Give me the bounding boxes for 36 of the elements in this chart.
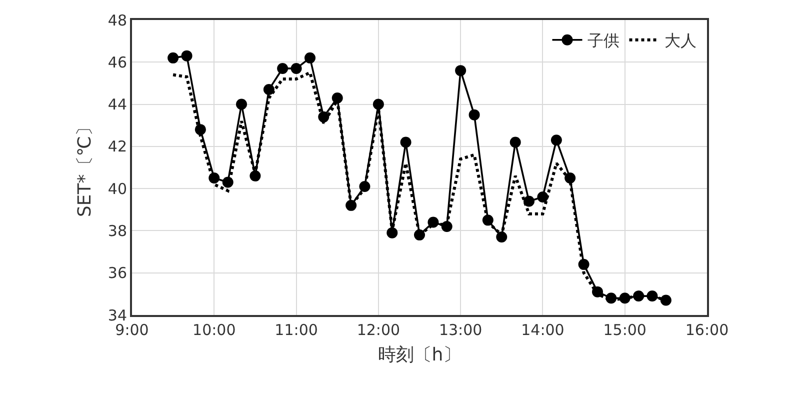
point [524, 196, 534, 207]
x-tick-label: 14:00 [521, 321, 564, 339]
point [550, 134, 562, 146]
x-tick-label: 10:00 [192, 321, 236, 339]
x-tick-label: 12:00 [356, 321, 400, 339]
x-tick-label: 13:00 [438, 321, 482, 339]
y-tick-label: 36 [108, 264, 127, 282]
point [236, 98, 247, 110]
point [290, 62, 302, 74]
y-tick-label: 44 [108, 96, 127, 114]
y-tick-label: 48 [108, 11, 127, 30]
point [386, 227, 398, 238]
point [250, 170, 261, 182]
point [510, 136, 521, 148]
legend-label: 子供 [587, 31, 620, 50]
y-tick-label: 42 [108, 138, 127, 156]
x-tick-label: 11:00 [274, 321, 318, 339]
point [455, 65, 466, 76]
point [400, 136, 412, 148]
point [660, 294, 672, 306]
point [372, 98, 384, 110]
x-tick-label: 16:00 [685, 321, 729, 339]
y-tick-label: 46 [108, 53, 127, 72]
point [468, 109, 480, 120]
legend-label: 大人 [664, 31, 696, 50]
point [304, 52, 316, 64]
x-tick-label: 15:00 [603, 321, 646, 339]
point [181, 50, 192, 62]
point [537, 192, 548, 202]
point [277, 62, 288, 74]
x-axis-title: 時刻〔h〕 [378, 344, 462, 366]
y-axis-title: SET*〔℃〕 [74, 118, 96, 218]
point [263, 84, 274, 96]
y-tick-label: 40 [108, 180, 127, 198]
y-tick-label: 38 [108, 222, 127, 240]
point [168, 52, 179, 64]
